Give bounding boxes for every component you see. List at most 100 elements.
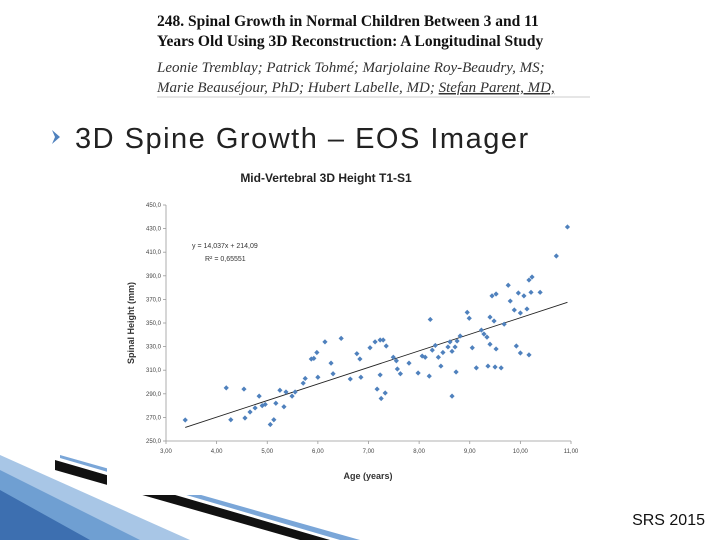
point bbox=[252, 405, 258, 411]
authors: Marie Beauséjour, PhD; Hubert Labelle, M… bbox=[156, 80, 439, 96]
point bbox=[427, 316, 433, 323]
point bbox=[426, 373, 432, 379]
point bbox=[228, 417, 234, 423]
point bbox=[517, 350, 523, 356]
x-tick-label: 4,00 bbox=[211, 449, 223, 455]
x-tick-label: 9,00 bbox=[464, 449, 476, 455]
point bbox=[281, 404, 287, 410]
y-tick-label: 410,0 bbox=[146, 250, 162, 256]
point bbox=[438, 363, 444, 369]
point bbox=[394, 366, 400, 372]
point bbox=[357, 356, 363, 362]
stripe bbox=[0, 490, 90, 540]
point bbox=[447, 339, 453, 345]
point bbox=[485, 363, 491, 369]
footer: SRS 2015 bbox=[632, 512, 705, 529]
header-authors: Leonie Tremblay; Patrick Tohmé; Marjolai… bbox=[156, 60, 545, 76]
point bbox=[393, 358, 399, 364]
point bbox=[273, 400, 279, 406]
point bbox=[390, 354, 396, 360]
point bbox=[457, 333, 463, 339]
point bbox=[453, 369, 459, 375]
point bbox=[526, 352, 532, 358]
point bbox=[473, 365, 479, 371]
point bbox=[481, 331, 487, 337]
point bbox=[501, 321, 507, 327]
point bbox=[487, 341, 493, 347]
point bbox=[380, 337, 386, 343]
point bbox=[529, 274, 535, 280]
point bbox=[322, 339, 328, 345]
chart-area bbox=[107, 165, 590, 495]
point bbox=[537, 289, 543, 295]
point bbox=[378, 395, 384, 402]
point bbox=[283, 389, 289, 395]
x-axis-label: Age (years) bbox=[343, 471, 392, 481]
point bbox=[493, 291, 499, 297]
point bbox=[492, 364, 498, 370]
x-tick-label: 3,00 bbox=[160, 449, 172, 455]
point bbox=[241, 386, 247, 392]
bullet bbox=[52, 130, 60, 144]
y-tick-label: 370,0 bbox=[146, 297, 162, 303]
point bbox=[432, 342, 438, 349]
point bbox=[415, 370, 421, 376]
point bbox=[271, 417, 277, 423]
point bbox=[367, 345, 373, 351]
point bbox=[564, 224, 571, 230]
point bbox=[330, 371, 336, 377]
y-tick-label: 390,0 bbox=[146, 274, 162, 280]
point bbox=[469, 345, 475, 351]
point bbox=[422, 354, 428, 360]
y-tick-label: 270,0 bbox=[146, 415, 162, 421]
point bbox=[478, 327, 484, 333]
point bbox=[315, 374, 321, 380]
point bbox=[354, 351, 360, 357]
point bbox=[429, 347, 435, 353]
point bbox=[397, 371, 403, 377]
y-axis-label: Spinal Height (mm) bbox=[126, 282, 136, 364]
point bbox=[383, 343, 389, 349]
x-tick-label: 11,00 bbox=[564, 449, 579, 455]
point bbox=[489, 293, 495, 299]
point bbox=[419, 353, 425, 359]
point bbox=[292, 389, 298, 395]
point bbox=[314, 349, 320, 356]
point bbox=[302, 375, 308, 382]
y-tick-label: 310,0 bbox=[146, 368, 162, 374]
point bbox=[256, 393, 262, 399]
point bbox=[454, 338, 460, 344]
point bbox=[435, 354, 441, 360]
point bbox=[521, 293, 527, 299]
x-tick-label: 8,00 bbox=[413, 449, 425, 455]
point bbox=[491, 318, 497, 324]
point bbox=[464, 309, 470, 315]
header-title: Years Old Using 3D Reconstruction: A Lon… bbox=[157, 33, 544, 50]
y-tick-label: 350,0 bbox=[146, 321, 162, 327]
annotation: R² = 0,65551 bbox=[205, 256, 246, 263]
header-title: 248. Spinal Growth in Normal Children Be… bbox=[157, 13, 539, 30]
point bbox=[247, 409, 253, 415]
point bbox=[347, 376, 353, 382]
point bbox=[182, 417, 188, 423]
header-authors: Marie Beauséjour, PhD; Hubert Labelle, M… bbox=[156, 80, 555, 96]
point bbox=[338, 335, 344, 341]
point bbox=[449, 348, 455, 354]
point bbox=[377, 372, 383, 378]
slide-title: 3D Spine Growth – EOS Imager bbox=[75, 123, 530, 155]
point bbox=[374, 386, 380, 392]
point bbox=[487, 314, 493, 320]
point bbox=[262, 401, 268, 408]
point bbox=[511, 307, 517, 313]
point bbox=[445, 344, 451, 350]
y-tick-label: 330,0 bbox=[146, 345, 162, 351]
point bbox=[358, 374, 364, 380]
y-tick-label: 430,0 bbox=[146, 227, 162, 233]
point bbox=[452, 344, 458, 350]
point bbox=[440, 349, 446, 356]
point bbox=[505, 282, 511, 288]
y-tick-label: 250,0 bbox=[146, 439, 162, 445]
x-tick-label: 7,00 bbox=[363, 449, 375, 455]
point bbox=[242, 415, 248, 421]
